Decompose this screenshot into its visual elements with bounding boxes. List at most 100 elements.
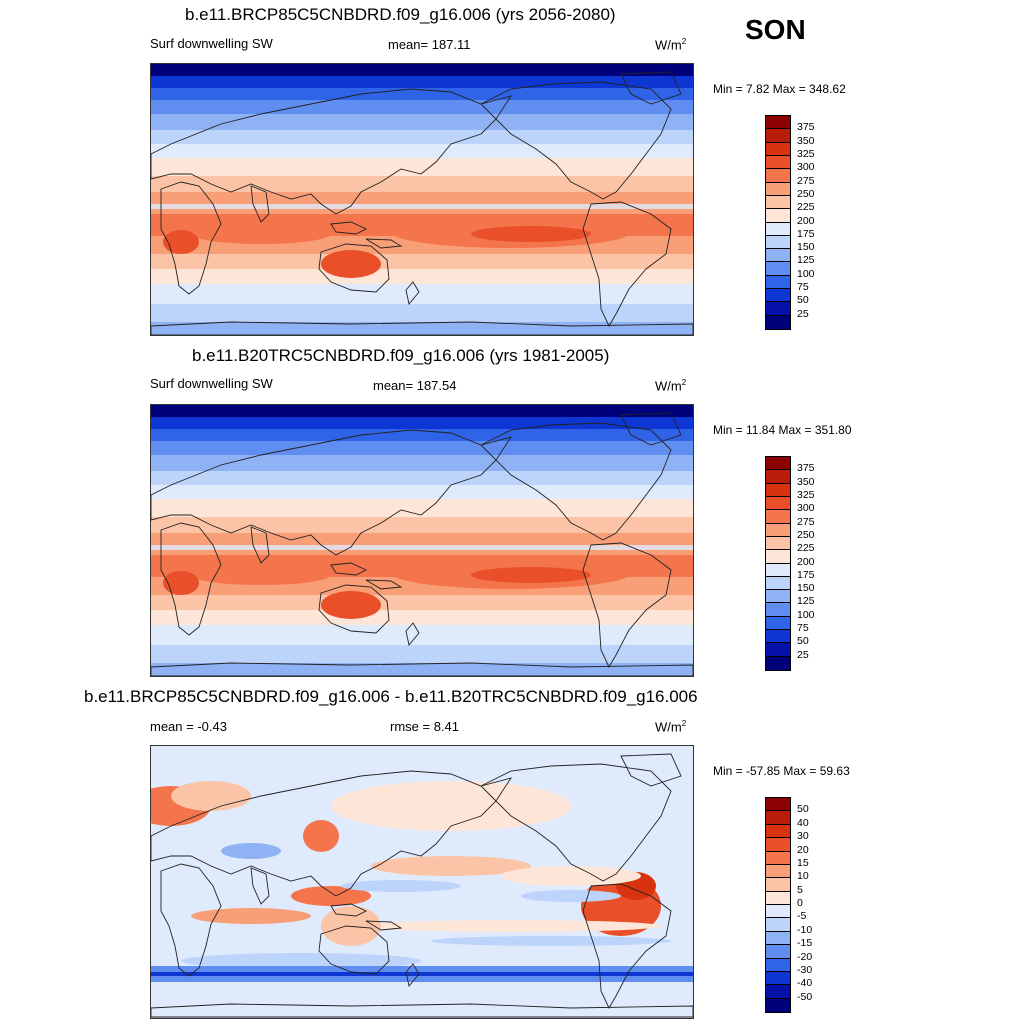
panel1-mean-label: mean= 187.11: [388, 37, 471, 52]
colorbar-swatch: [766, 302, 790, 316]
colorbar-tick-label: 150: [797, 241, 815, 254]
colorbar-tick-label: 0: [797, 897, 803, 909]
colorbar-swatch: [766, 798, 790, 812]
colorbar-tick-label: -50: [797, 990, 813, 1003]
colorbar-swatch: [766, 262, 790, 276]
colorbar-tick-label: -5: [797, 910, 807, 923]
colorbar-swatch: [766, 496, 790, 511]
colorbar-tick-label: 30: [797, 830, 809, 843]
colorbar-tick-label: 325: [797, 488, 815, 501]
colorbar-swatch: [766, 864, 790, 879]
panel1-map: [150, 63, 694, 336]
colorbar-tick-label: 275: [797, 515, 815, 528]
colorbar-swatch: [766, 958, 790, 972]
colorbar-swatch: [766, 878, 790, 892]
colorbar-swatch: [766, 182, 790, 196]
colorbar-tick-label: 5: [797, 883, 803, 896]
colorbar-tick-label: -30: [797, 963, 813, 976]
shortwave-difference-map: [151, 746, 693, 1018]
colorbar-tick-label: 325: [797, 147, 815, 160]
colorbar-swatch: [766, 576, 790, 591]
colorbar-swatch: [766, 510, 790, 524]
colorbar-tick-label: 275: [797, 174, 815, 187]
season-label: SON: [745, 14, 806, 45]
colorbar-swatch: [766, 971, 790, 986]
colorbar-swatch: [766, 536, 790, 551]
colorbar-tick-label: 375: [797, 121, 815, 134]
colorbar-tick-label: 175: [797, 568, 815, 581]
shortwave-field-map: [151, 64, 693, 335]
colorbar-swatch: [766, 195, 790, 210]
colorbar-swatch: [766, 142, 790, 156]
colorbar-swatch: [766, 918, 790, 932]
panel1-units: W/m2: [655, 37, 687, 53]
colorbar-tick-label: 75: [797, 281, 809, 294]
colorbar-tick-label: 300: [797, 502, 815, 515]
colorbar-tick-label: 50: [797, 294, 809, 307]
panel2-minmax: Min = 11.84 Max = 351.80: [713, 423, 852, 437]
panel2-colorbar: [765, 456, 791, 671]
colorbar-swatch: [766, 838, 790, 852]
panel3-minmax: Min = -57.85 Max = 59.63: [713, 764, 850, 778]
colorbar-swatch: [766, 643, 790, 657]
panel2-title: b.e11.B20TRC5CNBDRD.f09_g16.006 (yrs 198…: [192, 346, 610, 365]
colorbar-tick-label: 250: [797, 187, 815, 200]
panel3-rmse-label: rmse = 8.41: [390, 719, 460, 734]
panel3-colorbar: [765, 797, 791, 1013]
colorbar-tick-label: 20: [797, 843, 809, 856]
colorbar-tick-label: -15: [797, 937, 813, 950]
colorbar-swatch: [766, 550, 790, 564]
colorbar-swatch: [766, 891, 790, 905]
colorbar-swatch: [766, 275, 790, 290]
colorbar-swatch: [766, 616, 790, 631]
colorbar-swatch: [766, 235, 790, 250]
panel1-colorbar: [765, 115, 791, 330]
colorbar-tick-label: 250: [797, 528, 815, 541]
colorbar-swatch: [766, 483, 790, 497]
panel1-variable-label: Surf downwelling SW: [150, 36, 273, 51]
colorbar-swatch: [766, 155, 790, 170]
panel2-variable-label: Surf downwelling SW: [150, 376, 273, 391]
colorbar-tick-label: 125: [797, 595, 815, 608]
colorbar-swatch: [766, 811, 790, 825]
colorbar-swatch: [766, 905, 790, 919]
colorbar-tick-label: 225: [797, 201, 815, 214]
panel3-mean-label: mean = -0.43: [150, 719, 227, 734]
colorbar-swatch: [766, 630, 790, 644]
colorbar-tick-label: 125: [797, 254, 815, 267]
colorbar-tick-label: 100: [797, 267, 815, 280]
colorbar-swatch: [766, 169, 790, 183]
colorbar-swatch: [766, 563, 790, 577]
colorbar-swatch: [766, 998, 790, 1012]
shortwave-field-map: [151, 405, 693, 676]
colorbar-tick-label: 200: [797, 555, 815, 568]
colorbar-tick-label: 40: [797, 816, 809, 829]
colorbar-swatch: [766, 656, 790, 670]
colorbar-swatch: [766, 249, 790, 263]
colorbar-tick-label: 25: [797, 648, 809, 661]
colorbar-swatch: [766, 824, 790, 839]
colorbar-tick-label: 15: [797, 856, 809, 869]
colorbar-tick-label: 10: [797, 870, 809, 883]
panel2-map: [150, 404, 694, 677]
panel2-mean-label: mean= 187.54: [373, 378, 457, 393]
colorbar-tick-label: 350: [797, 134, 815, 147]
panel1-title: b.e11.BRCP85C5CNBDRD.f09_g16.006 (yrs 20…: [185, 5, 616, 24]
colorbar-swatch: [766, 209, 790, 223]
panel3-units: W/m2: [655, 719, 687, 735]
colorbar-tick-label: 75: [797, 622, 809, 635]
colorbar-tick-label: 50: [797, 803, 809, 816]
colorbar-tick-label: 175: [797, 227, 815, 240]
colorbar-swatch: [766, 590, 790, 604]
colorbar-swatch: [766, 603, 790, 617]
colorbar-tick-label: 100: [797, 608, 815, 621]
panel3-map: [150, 745, 694, 1019]
colorbar-swatch: [766, 931, 790, 946]
colorbar-tick-label: 50: [797, 635, 809, 648]
colorbar-tick-label: 225: [797, 542, 815, 555]
colorbar-swatch: [766, 470, 790, 484]
colorbar-swatch: [766, 222, 790, 236]
colorbar-tick-label: 25: [797, 307, 809, 320]
colorbar-swatch: [766, 315, 790, 329]
colorbar-tick-label: 150: [797, 582, 815, 595]
